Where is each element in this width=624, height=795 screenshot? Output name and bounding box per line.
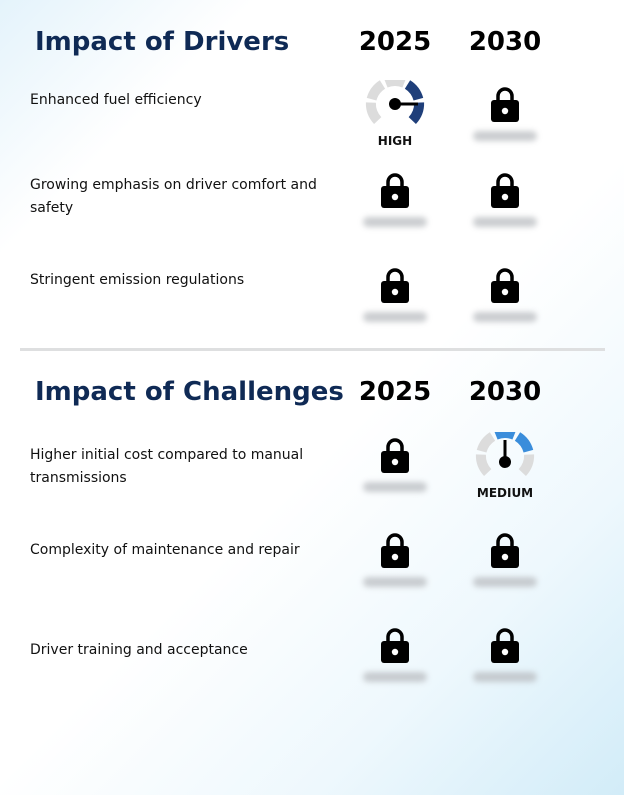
locked-cell[interactable] [345, 267, 445, 347]
gauge-level-label: MEDIUM [476, 486, 534, 500]
locked-cell[interactable] [455, 172, 555, 252]
locked-cell[interactable] [345, 172, 445, 252]
section-divider [20, 348, 605, 351]
lock-icon [381, 533, 409, 568]
lock-icon [491, 268, 519, 303]
challenge-impact-gauge-2030: MEDIUM [455, 432, 555, 518]
locked-cell[interactable] [455, 267, 555, 347]
challenge-row-label: Higher initial cost compared to manual t… [30, 447, 304, 486]
challenge-row-label: Complexity of maintenance and repair [30, 542, 300, 558]
blurred-level-placeholder [473, 217, 537, 227]
blurred-level-placeholder [473, 577, 537, 587]
challenges-year-2025-header: 2025 [358, 377, 432, 407]
lock-icon [381, 268, 409, 303]
challenges-title: Impact of Challenges [35, 377, 344, 407]
lock-icon [491, 173, 519, 208]
blurred-level-placeholder [363, 577, 427, 587]
drivers-year-2025-header: 2025 [358, 27, 432, 57]
locked-cell[interactable] [345, 627, 445, 707]
locked-cell[interactable] [455, 627, 555, 707]
driver-impact-gauge-2025: HIGH [345, 80, 445, 166]
gauge-level-label: HIGH [377, 134, 413, 148]
blurred-level-placeholder [473, 131, 537, 141]
lock-icon [381, 173, 409, 208]
lock-icon [491, 533, 519, 568]
locked-cell[interactable] [345, 437, 445, 517]
gauge-medium-icon [475, 432, 535, 477]
blurred-level-placeholder [363, 482, 427, 492]
driver-row-label: Enhanced fuel efficiency [30, 92, 202, 108]
locked-cell[interactable] [345, 532, 445, 612]
challenge-row-label: Driver training and acceptance [30, 642, 248, 658]
blurred-level-placeholder [473, 312, 537, 322]
lock-icon [491, 628, 519, 663]
locked-cell[interactable] [455, 86, 555, 166]
blurred-level-placeholder [473, 672, 537, 682]
blurred-level-placeholder [363, 672, 427, 682]
blurred-level-placeholder [363, 312, 427, 322]
drivers-year-2030-header: 2030 [468, 27, 542, 57]
blurred-level-placeholder [363, 217, 427, 227]
lock-icon [491, 87, 519, 122]
drivers-title: Impact of Drivers [35, 27, 290, 57]
driver-row-label: Stringent emission regulations [30, 272, 245, 288]
locked-cell[interactable] [455, 532, 555, 612]
challenges-year-2030-header: 2030 [468, 377, 542, 407]
driver-row-label: Growing emphasis on driver comfort and s… [30, 177, 317, 216]
lock-icon [381, 438, 409, 473]
lock-icon [381, 628, 409, 663]
gauge-high-icon [365, 80, 425, 125]
